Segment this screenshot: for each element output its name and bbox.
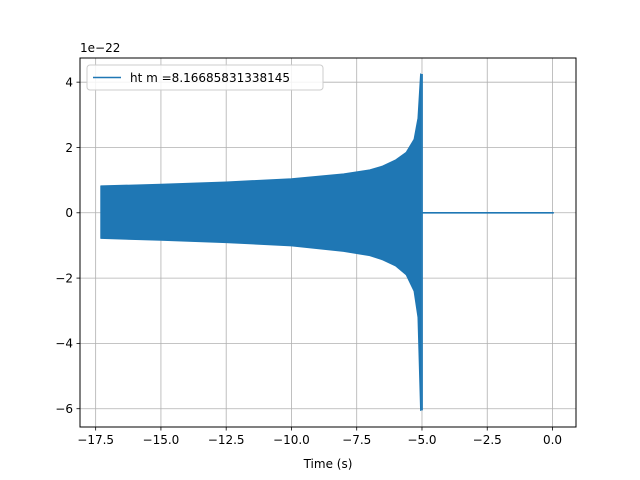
y-tick-label: −6 [55, 402, 73, 416]
y-tick-label: 2 [65, 141, 73, 155]
y-axis: −6 −4 −2 0 2 4 [55, 75, 80, 416]
x-tick-label: −17.5 [77, 433, 114, 447]
x-axis-label: Time (s) [303, 457, 353, 471]
plot-frame [79, 57, 577, 428]
x-tick-label: −15.0 [143, 433, 180, 447]
y-tick-label: 4 [65, 75, 73, 89]
y-tick-label: 0 [65, 206, 73, 220]
x-tick-label: −2.5 [473, 433, 502, 447]
legend-box [86, 64, 324, 91]
x-tick-label: −12.5 [208, 433, 245, 447]
x-tick-label: 0.0 [543, 433, 562, 447]
x-tick-label: −5.0 [407, 433, 436, 447]
y-offset-label: 1e−22 [80, 41, 120, 55]
x-axis: −17.5 −15.0 −12.5 −10.0 −7.5 −5.0 −2.5 0.0 [77, 427, 562, 447]
x-tick-label: −10.0 [273, 433, 310, 447]
series-ht [100, 73, 554, 411]
waveform-envelope [100, 73, 422, 411]
x-tick-label: −7.5 [342, 433, 371, 447]
legend: ht m =8.16685831338145 [86, 64, 324, 91]
y-tick-label: −2 [55, 271, 73, 285]
legend-label: ht m =8.16685831338145 [130, 71, 290, 85]
y-tick-label: −4 [55, 337, 73, 351]
